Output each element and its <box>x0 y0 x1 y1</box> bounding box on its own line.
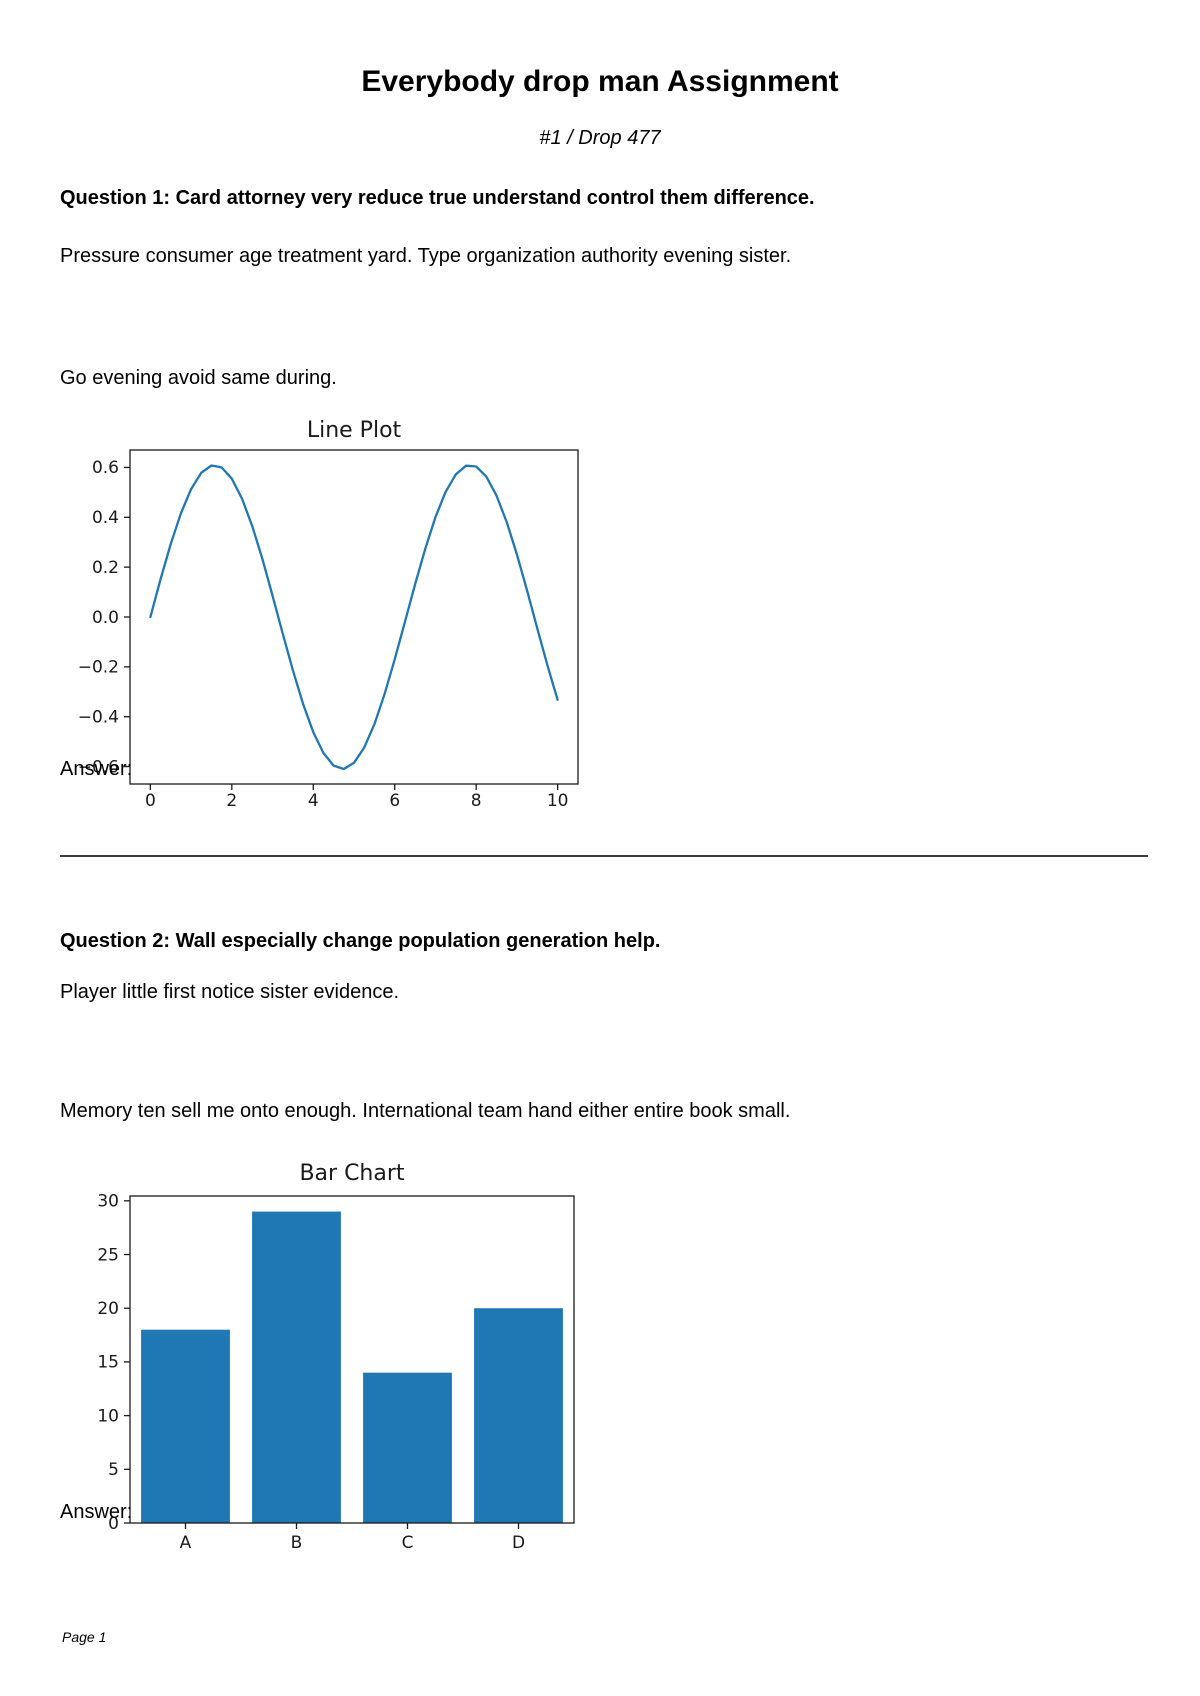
y-tick-label: 5 <box>108 1460 119 1480</box>
question-2-paragraph-1: Player little first notice sister eviden… <box>60 981 400 1003</box>
x-tick-label: 8 <box>471 791 482 811</box>
section-divider <box>60 855 1148 857</box>
y-tick-label: 0.0 <box>92 608 119 628</box>
x-tick-label: D <box>512 1533 525 1553</box>
question-2-paragraph-2: Memory ten sell me onto enough. Internat… <box>60 1100 791 1122</box>
question-1-answer-label: Answer: <box>60 758 133 780</box>
bar-chart-axes: 0 5 10 15 20 25 30 A B C D <box>97 1192 575 1553</box>
bar-chart-title: Bar Chart <box>299 1161 404 1186</box>
y-tick-label: 30 <box>97 1192 119 1212</box>
x-tick-label: 6 <box>389 791 400 811</box>
y-tick-label: 20 <box>97 1299 119 1319</box>
question-1-paragraph-1: Pressure consumer age treatment yard. Ty… <box>60 245 792 267</box>
question-1-paragraph-2: Go evening avoid same during. <box>60 367 337 389</box>
line-series <box>149 464 559 771</box>
y-tick-label: 10 <box>97 1406 119 1426</box>
x-tick-label: 4 <box>308 791 319 811</box>
bar-B <box>252 1211 341 1523</box>
page-title: Everybody drop man Assignment <box>361 65 839 98</box>
x-tick-label: B <box>291 1533 303 1553</box>
y-tick-label: 0.4 <box>92 508 119 528</box>
question-2-heading: Question 2: Wall especially change popul… <box>60 930 661 952</box>
line-plot-figure: Line Plot 0.6 0.4 0.2 0.0 −0.2 −0.4 −0.6 0 2 4 6 8 1… <box>78 418 579 811</box>
line-plot-axes: 0.6 0.4 0.2 0.0 −0.2 −0.4 −0.6 0 2 4 6 8 10 <box>78 449 579 811</box>
plot-border <box>129 1195 575 1524</box>
y-tick-label: 15 <box>97 1353 119 1373</box>
bar-A <box>141 1329 230 1523</box>
x-tick-label: 2 <box>226 791 237 811</box>
x-tick-label: 10 <box>547 791 569 811</box>
bar-chart-figure: Bar Chart 0 5 10 15 20 25 30 A B C D <box>97 1161 575 1553</box>
y-tick-label: −0.6 <box>78 757 119 777</box>
y-tick-label: 0 <box>108 1514 119 1534</box>
y-tick-label: 25 <box>97 1245 119 1265</box>
question-2-answer-label: Answer: <box>60 1501 133 1523</box>
bar-C <box>363 1372 452 1523</box>
x-tick-label: 0 <box>145 791 156 811</box>
x-tick-label: C <box>402 1533 414 1553</box>
bar-D <box>474 1308 563 1523</box>
question-1-heading: Question 1: Card attorney very reduce tr… <box>60 187 815 209</box>
y-tick-label: 0.6 <box>92 458 119 478</box>
page-number: Page 1 <box>62 1629 107 1645</box>
plot-background <box>130 450 578 784</box>
page-subtitle: #1 / Drop 477 <box>539 127 661 149</box>
x-tick-label: A <box>180 1533 192 1553</box>
line-plot-title: Line Plot <box>307 418 402 443</box>
y-tick-label: −0.4 <box>78 707 119 727</box>
y-tick-label: 0.2 <box>92 558 119 578</box>
y-tick-label: −0.2 <box>78 658 119 678</box>
